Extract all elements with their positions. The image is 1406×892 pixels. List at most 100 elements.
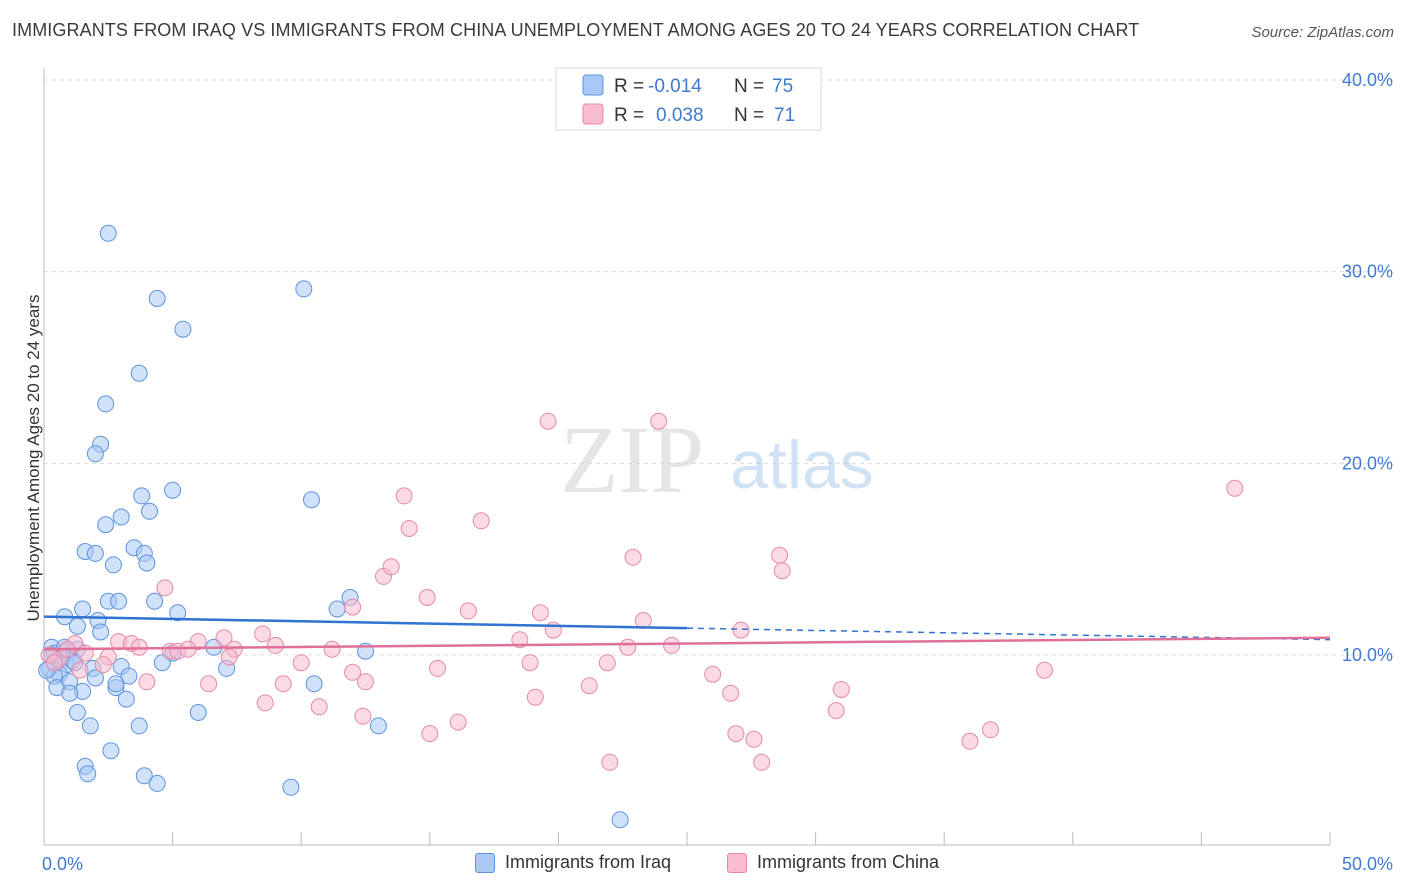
iraq-point-58 — [305, 675, 323, 693]
china-point-26 — [511, 631, 529, 649]
china-point-38 — [292, 654, 310, 672]
iraq-point-60 — [189, 704, 207, 721]
legend-item-iraq[interactable]: Immigrants from Iraq — [475, 852, 671, 873]
china-point-9 — [773, 562, 791, 580]
stats-legend: R = -0.014 N = 75 R = 0.038 N = 71 — [555, 67, 822, 131]
stats-iraq-r-label: R = — [614, 76, 644, 97]
stats-iraq-r-value: -0.014 — [648, 76, 702, 97]
china-point-50 — [580, 677, 598, 695]
iraq-point-63 — [369, 717, 387, 735]
china-point-4 — [472, 512, 490, 530]
legend-china-swatch — [727, 852, 747, 873]
iraq-point-49 — [86, 669, 104, 687]
china-point-0 — [539, 412, 557, 430]
x-tick-label-0: 0.0% — [42, 854, 83, 874]
legend-iraq-label: Immigrants from Iraq — [505, 852, 672, 872]
iraq-point-61 — [81, 717, 99, 735]
china-point-45 — [1036, 661, 1053, 679]
china-point-2 — [1226, 479, 1244, 497]
iraq-point-66 — [79, 765, 97, 783]
china-point-49 — [357, 673, 374, 691]
iraq-point-59 — [68, 704, 86, 721]
china-point-35 — [76, 644, 94, 662]
iraq-trend-line-extension — [686, 627, 1331, 641]
iraq-point-2 — [174, 320, 192, 338]
china-point-11 — [156, 579, 174, 597]
china-point-47 — [200, 675, 218, 693]
china-point-56 — [310, 698, 328, 716]
iraq-point-69 — [282, 778, 300, 796]
iraq-point-50 — [120, 667, 138, 685]
iraq-point-5 — [97, 395, 115, 413]
china-point-13 — [418, 589, 436, 606]
iraq-point-13 — [97, 516, 115, 534]
stats-iraq-swatch — [582, 74, 604, 96]
china-point-3 — [395, 487, 413, 505]
iraq-point-10 — [303, 491, 320, 509]
china-point-40 — [598, 654, 616, 672]
stats-iraq-n-label: N = — [734, 76, 764, 97]
iraq-point-21 — [146, 592, 164, 610]
iraq-point-70 — [611, 811, 629, 829]
watermark-atlas: atlas — [730, 427, 874, 503]
china-point-53 — [722, 684, 740, 702]
china-point-64 — [982, 721, 999, 739]
iraq-point-7 — [86, 445, 104, 463]
china-point-27 — [663, 636, 681, 654]
stats-china-n-label: N = — [734, 105, 764, 126]
china-point-60 — [421, 725, 439, 743]
y-tick-label-10: 10.0% — [1342, 645, 1393, 665]
china-point-58 — [449, 713, 467, 731]
stats-iraq-n-value: 75 — [772, 76, 793, 97]
iraq-point-0 — [99, 224, 117, 242]
china-point-33 — [323, 640, 341, 658]
china-point-65 — [753, 753, 771, 771]
iraq-point-3 — [295, 280, 313, 298]
china-point-66 — [601, 753, 619, 771]
y-tick-label-30: 30.0% — [1342, 262, 1393, 282]
china-point-44 — [704, 665, 722, 683]
iraq-point-8 — [164, 481, 182, 499]
china-point-37 — [220, 648, 238, 666]
y-tick-label-40: 40.0% — [1342, 70, 1393, 90]
china-point-63 — [961, 732, 979, 750]
iraq-point-1 — [148, 290, 166, 307]
watermark-zip: ZIP — [560, 406, 704, 513]
china-point-15 — [531, 604, 549, 622]
china-point-48 — [274, 675, 292, 693]
china-point-46 — [138, 673, 156, 691]
china-point-43 — [344, 663, 362, 681]
china-point-54 — [526, 688, 544, 706]
china-point-6 — [624, 548, 642, 566]
iraq-point-30 — [92, 623, 110, 641]
source-label: Source: ZipAtlas.com — [1251, 24, 1394, 41]
china-point-62 — [745, 730, 763, 748]
legend-item-china[interactable]: Immigrants from China — [727, 852, 939, 873]
iraq-point-57 — [117, 690, 135, 708]
china-point-10 — [382, 558, 400, 576]
iraq-point-19 — [104, 556, 122, 574]
stats-china-swatch — [582, 103, 604, 125]
china-point-5 — [400, 520, 418, 537]
iraq-point-26 — [169, 604, 187, 622]
china-point-31 — [179, 640, 197, 658]
china-point-34 — [619, 638, 637, 656]
iraq-point-11 — [112, 508, 130, 526]
china-point-41 — [94, 656, 112, 674]
china-point-18 — [732, 621, 750, 639]
china-point-61 — [727, 725, 745, 743]
china-point-25 — [267, 636, 284, 654]
china-point-12 — [344, 598, 362, 616]
china-point-42 — [429, 659, 446, 677]
china-point-39 — [521, 654, 539, 672]
china-point-52 — [832, 681, 850, 698]
iraq-trend-line — [43, 615, 688, 630]
iraq-point-67 — [135, 767, 153, 785]
iraq-point-68 — [148, 774, 166, 792]
series-china-points — [40, 412, 1244, 771]
china-point-19 — [254, 625, 272, 643]
iraq-point-12 — [141, 502, 158, 520]
iraq-point-28 — [68, 617, 86, 635]
china-point-59 — [827, 702, 845, 720]
